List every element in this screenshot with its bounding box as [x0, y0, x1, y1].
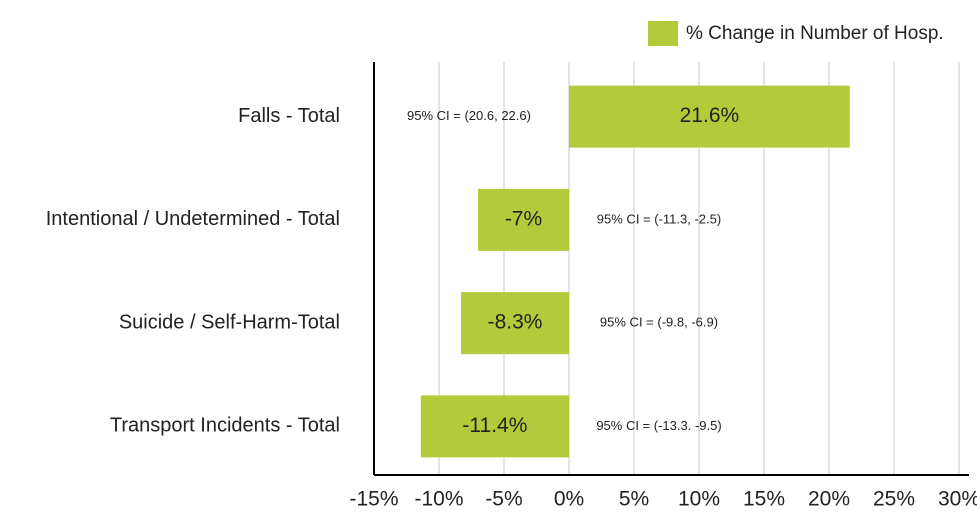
x-tick-label: 30% [938, 488, 977, 511]
bar [569, 85, 850, 148]
bar [461, 292, 569, 355]
category-label: Transport Incidents - Total [110, 415, 340, 437]
category-label: Falls - Total [238, 105, 340, 127]
x-tick-label: 5% [619, 488, 649, 511]
x-tick-label: 10% [678, 488, 720, 511]
x-tick-label: -5% [485, 488, 522, 511]
legend-label: % Change in Number of Hosp. [686, 23, 944, 44]
legend-swatch [648, 21, 678, 46]
value-label: -8.3% [488, 311, 543, 334]
ci-annotation: 95% CI = (-9.8, -6.9) [600, 315, 718, 330]
ci-annotation: 95% CI = (-13.3. -9.5) [596, 418, 721, 433]
ci-annotation: 95% CI = (20.6, 22.6) [407, 108, 531, 123]
x-tick-label: 25% [873, 488, 915, 511]
ci-annotation: 95% CI = (-11.3, -2.5) [597, 211, 721, 226]
value-label: -11.4% [462, 414, 527, 437]
value-label: 21.6% [680, 104, 740, 127]
category-label: Intentional / Undetermined - Total [46, 208, 340, 230]
x-tick-label: -10% [414, 488, 463, 511]
category-label: Suicide / Self-Harm-Total [119, 311, 340, 333]
x-tick-label: -15% [349, 488, 398, 511]
bar [478, 188, 569, 251]
bar [420, 395, 569, 458]
x-tick-label: 15% [743, 488, 785, 511]
value-label: -7% [505, 207, 542, 230]
x-tick-label: 20% [808, 488, 850, 511]
x-tick-label: 0% [554, 488, 584, 511]
